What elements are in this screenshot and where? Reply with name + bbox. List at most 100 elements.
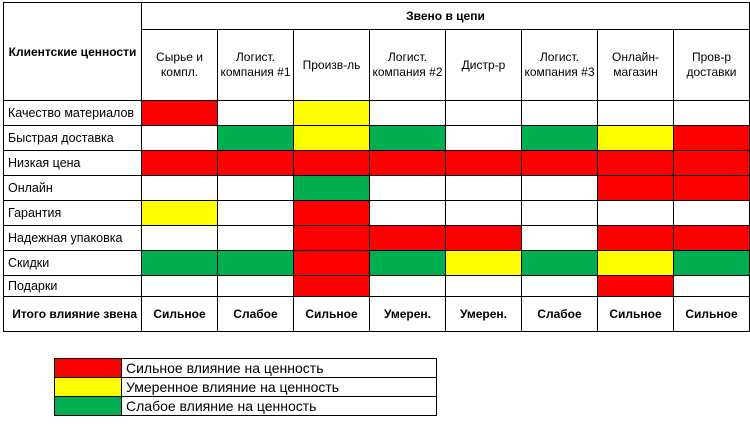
total-value: Умерен. xyxy=(445,296,522,332)
impact-cell-strong xyxy=(293,225,370,251)
column-header-row: Сырье и компл. Логист. компания #1 Произв-… xyxy=(4,29,750,101)
impact-cell-moderate xyxy=(293,125,370,151)
impact-cell-moderate xyxy=(597,125,674,151)
impact-cell-weak xyxy=(293,175,370,201)
impact-cell-weak xyxy=(369,125,446,151)
impact-cell-none xyxy=(141,225,218,251)
impact-cell-strong xyxy=(445,150,522,176)
impact-cell-strong xyxy=(445,225,522,251)
impact-cell-none xyxy=(445,200,522,226)
impact-cell-none xyxy=(673,200,750,226)
impact-cell-moderate xyxy=(293,100,370,126)
matrix-row: Качество материалов xyxy=(3,100,750,126)
impact-cell-strong xyxy=(673,225,750,251)
impact-cell-none xyxy=(521,225,598,251)
impact-cell-strong xyxy=(293,275,370,297)
impact-cell-none xyxy=(217,100,294,126)
impact-cell-none xyxy=(597,100,674,126)
impact-cell-strong xyxy=(673,125,750,151)
impact-cell-weak xyxy=(369,250,446,276)
impact-cell-moderate xyxy=(597,250,674,276)
row-label: Качество материалов xyxy=(3,100,142,126)
impact-cell-none xyxy=(521,200,598,226)
legend-text: Слабое влияние на ценность xyxy=(121,396,437,416)
total-value: Сильное xyxy=(141,296,218,332)
impact-cell-none xyxy=(369,275,446,297)
impact-cell-strong xyxy=(673,150,750,176)
impact-cell-none xyxy=(673,275,750,297)
impact-cell-none xyxy=(445,175,522,201)
legend-item: Слабое влияние на ценность xyxy=(54,396,437,416)
legend-swatch xyxy=(54,358,122,378)
impact-cell-strong xyxy=(293,150,370,176)
column-header: Логист. компания #2 xyxy=(369,29,446,101)
legend-swatch xyxy=(54,377,122,397)
legend-text: Умеренное влияние на ценность xyxy=(121,377,437,397)
impact-cell-strong xyxy=(597,175,674,201)
impact-cell-strong xyxy=(217,150,294,176)
impact-cell-strong xyxy=(369,150,446,176)
impact-cell-none xyxy=(217,200,294,226)
impact-cell-weak xyxy=(521,250,598,276)
matrix-row: Онлайн xyxy=(3,175,750,201)
impact-cell-weak xyxy=(521,125,598,151)
impact-cell-weak xyxy=(217,125,294,151)
column-header: Произв-ль xyxy=(293,29,370,101)
impact-cell-none xyxy=(217,225,294,251)
impact-cell-strong xyxy=(293,200,370,226)
row-label: Надежная упаковка xyxy=(3,225,142,251)
legend-swatch xyxy=(54,396,122,416)
legend-item: Сильное влияние на ценность xyxy=(54,358,437,378)
legend: Сильное влияние на ценность Умеренное вли… xyxy=(54,358,437,416)
matrix-row: Скидки xyxy=(3,250,750,276)
total-label: Итого влияние звена xyxy=(3,296,142,332)
impact-cell-none xyxy=(445,125,522,151)
row-label: Онлайн xyxy=(3,175,142,201)
total-value: Сильное xyxy=(597,296,674,332)
matrix-row: Быстрая доставка xyxy=(3,125,750,151)
impact-cell-strong xyxy=(521,150,598,176)
impact-cell-none xyxy=(521,175,598,201)
impact-cell-weak xyxy=(673,250,750,276)
impact-cell-strong xyxy=(597,275,674,297)
total-value: Сильное xyxy=(293,296,370,332)
matrix-row: Гарантия xyxy=(3,200,750,226)
impact-cell-moderate xyxy=(445,250,522,276)
column-header: Сырье и компл. xyxy=(141,29,218,101)
impact-cell-strong xyxy=(597,225,674,251)
impact-cell-none xyxy=(521,100,598,126)
legend-item: Умеренное влияние на ценность xyxy=(54,377,437,397)
customer-values-header: Клиентские ценности xyxy=(3,2,142,101)
impact-cell-strong xyxy=(293,250,370,276)
column-header: Дистр-р xyxy=(445,29,522,101)
row-label: Скидки xyxy=(3,250,142,276)
impact-cell-moderate xyxy=(141,200,218,226)
column-header: Логист. компания #3 xyxy=(521,29,598,101)
impact-cell-strong xyxy=(141,150,218,176)
impact-cell-none xyxy=(369,175,446,201)
total-value: Слабое xyxy=(521,296,598,332)
impact-cell-strong xyxy=(369,225,446,251)
matrix-row: Низкая цена xyxy=(3,150,750,176)
impact-cell-none xyxy=(445,275,522,297)
matrix-body: Качество материалов Быстрая доставка Низка… xyxy=(3,100,750,332)
column-header: Логист. компания #1 xyxy=(217,29,294,101)
column-header: Пров-р доставки xyxy=(673,29,750,101)
total-value: Сильное xyxy=(673,296,750,332)
impact-cell-none xyxy=(597,200,674,226)
impact-cell-none xyxy=(141,275,218,297)
impact-cell-strong xyxy=(141,100,218,126)
impact-cell-strong xyxy=(673,175,750,201)
matrix-row: Подарки xyxy=(3,275,750,297)
row-label: Быстрая доставка xyxy=(3,125,142,151)
impact-cell-strong xyxy=(597,150,674,176)
header-group-row: Клиентские ценности Звено в цепи xyxy=(3,2,750,101)
matrix-row: Надежная упаковка xyxy=(3,225,750,251)
impact-cell-none xyxy=(369,200,446,226)
chain-link-header: Звено в цепи xyxy=(141,2,750,30)
impact-cell-weak xyxy=(217,250,294,276)
value-chain-matrix: Клиентские ценности Звено в цепи Сырье и… xyxy=(3,2,750,332)
impact-cell-none xyxy=(141,125,218,151)
legend-text: Сильное влияние на ценность xyxy=(121,358,437,378)
total-row: Итого влияние звена Сильное Слабое Сильное У… xyxy=(3,296,750,332)
